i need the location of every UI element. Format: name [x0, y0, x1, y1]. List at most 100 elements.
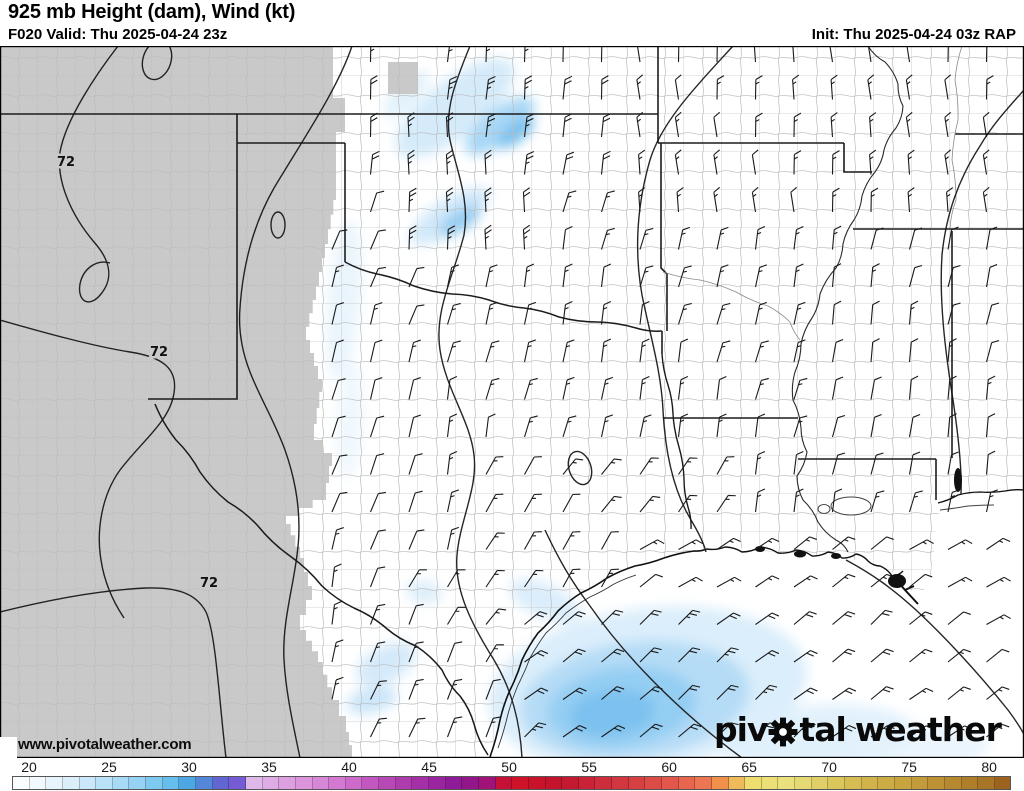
- colorbar-segment: [412, 777, 430, 789]
- wind-barb: [446, 46, 458, 63]
- wind-barb: [562, 46, 571, 63]
- wind-barb: [601, 609, 624, 625]
- wind-barb: [986, 537, 1011, 550]
- wind-barb: [562, 75, 573, 100]
- height-contour: [636, 46, 734, 553]
- colorbar-tick: 25: [101, 759, 117, 775]
- wind-barb: [408, 414, 421, 438]
- colorbar-segment: [13, 777, 30, 789]
- wind-barb: [485, 456, 504, 475]
- map-frame: [0, 46, 1024, 758]
- wind-barb: [639, 414, 652, 438]
- wind-barb: [831, 414, 846, 438]
- colorbar-segment: [911, 777, 929, 789]
- wind-barb: [908, 413, 921, 438]
- watermark-backing: [0, 737, 17, 761]
- wind-barb: [947, 725, 972, 738]
- forecast-map: 72 72 72: [0, 46, 1024, 758]
- wind-barb: [408, 339, 421, 363]
- wind-barb: [485, 75, 496, 100]
- wind-barb: [985, 375, 996, 400]
- wind-barb: [716, 537, 741, 550]
- colorbar-segment: [279, 777, 296, 789]
- wind-barb: [944, 149, 952, 175]
- wind-barb: [716, 375, 727, 400]
- colorbar-segment: [62, 777, 80, 789]
- wind-barb: [562, 725, 587, 738]
- wind-barb: [754, 264, 768, 288]
- wind-barb: [522, 187, 531, 213]
- wind-barb: [600, 113, 611, 138]
- colorbar-segment: [329, 777, 346, 789]
- wind-barb: [793, 450, 804, 475]
- wind-barb: [369, 377, 383, 400]
- wind-barb: [716, 684, 739, 700]
- wind-barb: [369, 112, 378, 138]
- wind-barb: [408, 304, 425, 325]
- wind-barb: [331, 378, 346, 400]
- colorbar-tick: 55: [581, 759, 597, 775]
- wind-barb: [982, 111, 990, 138]
- wind-barb: [908, 490, 923, 513]
- colorbar-segment: [96, 777, 113, 789]
- wind-barb: [446, 641, 463, 663]
- colorbar-segment: [179, 777, 197, 789]
- wind-barb: [909, 611, 933, 625]
- wind-barb: [870, 376, 882, 400]
- wind-barb: [985, 75, 994, 100]
- wind-barb: [600, 376, 614, 400]
- colorbar-segment: [112, 777, 130, 789]
- wind-barb: [947, 338, 957, 363]
- colorbar-segment: [395, 777, 413, 789]
- wind-barb: [601, 725, 626, 738]
- colorbar-segment: [728, 777, 746, 789]
- wind-barb: [716, 226, 729, 250]
- wind-barb: [523, 113, 535, 138]
- wind-barb: [331, 639, 344, 663]
- colorbar-segment: [478, 777, 496, 789]
- wind-barb: [832, 687, 857, 700]
- wind-barb: [869, 112, 877, 138]
- wind-barb: [369, 491, 386, 513]
- valid-time-label: F020 Valid: Thu 2025-04-24 23z: [8, 26, 228, 43]
- colorbar-segment: [578, 777, 596, 789]
- wind-barb: [369, 453, 385, 475]
- wind-barb: [524, 722, 547, 738]
- wind-barb: [947, 302, 961, 325]
- wind-barb: [870, 300, 880, 325]
- wind-barb: [907, 149, 915, 175]
- wind-barb: [908, 338, 919, 363]
- wind-barb: [485, 644, 504, 663]
- colorbar-segment: [778, 777, 796, 789]
- height-contour-loop: [270, 211, 286, 239]
- wind-barb: [832, 648, 856, 663]
- wind-barb: [446, 225, 456, 250]
- wind-barb: [677, 226, 691, 250]
- colorbar-segment: [212, 777, 230, 789]
- wind-barb: [909, 725, 934, 738]
- wind-barb: [445, 187, 454, 213]
- wind-barb: [905, 46, 913, 63]
- watermark: www.pivotalweather.com: [18, 736, 192, 753]
- state-borders: [0, 46, 1024, 500]
- colorbar-segment: [878, 777, 895, 789]
- wind-barb: [793, 150, 802, 175]
- wetland-blob: [888, 574, 906, 588]
- wind-barb: [369, 266, 386, 288]
- wind-barb: [944, 74, 952, 100]
- wind-barb: [485, 569, 505, 588]
- wind-barb: [562, 225, 573, 250]
- colorbar-segment: [711, 777, 729, 789]
- colorbar-tick: 50: [501, 759, 517, 775]
- wind-barb: [793, 377, 808, 400]
- colorbar-segment: [462, 777, 479, 789]
- wind-barb: [793, 263, 804, 288]
- wetland-blob: [954, 468, 962, 492]
- colorbar-segment: [245, 777, 263, 789]
- colorbar-tick: 70: [821, 759, 837, 775]
- lakes: [817, 496, 872, 516]
- wind-barb: [830, 112, 838, 138]
- wind-barb: [600, 227, 615, 250]
- wind-barb: [562, 648, 586, 663]
- wind-barb: [485, 413, 496, 438]
